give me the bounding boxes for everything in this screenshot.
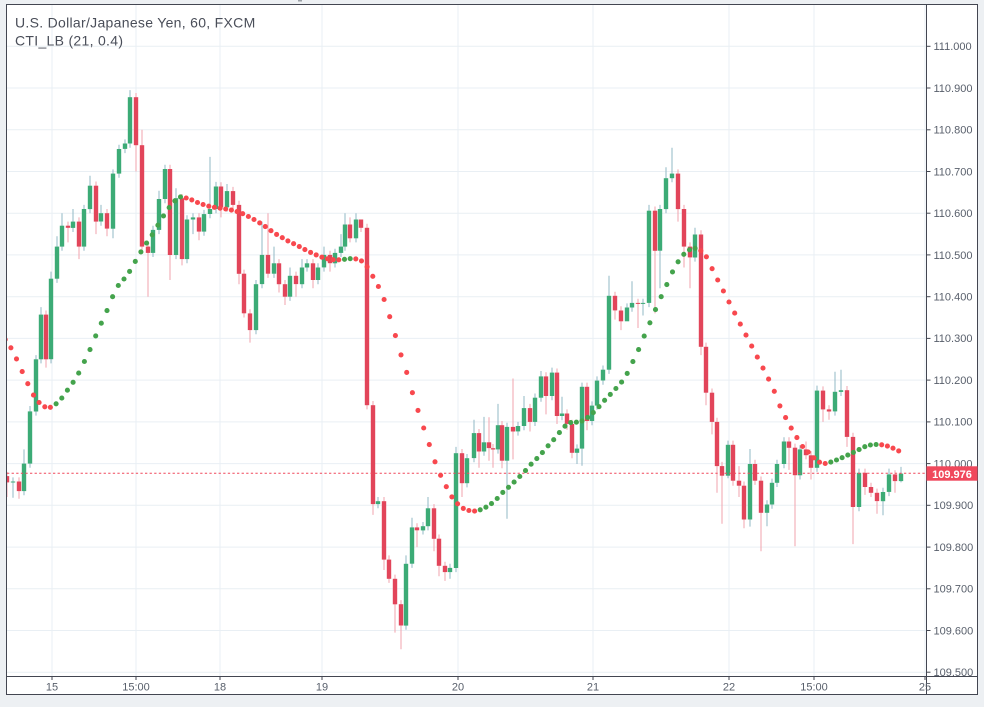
- svg-text:CTI_LB (21, 0.4): CTI_LB (21, 0.4): [15, 33, 123, 49]
- svg-text:15: 15: [46, 682, 58, 694]
- svg-text:18: 18: [214, 682, 226, 694]
- svg-text:109.700: 109.700: [934, 584, 974, 596]
- svg-text:111.000: 111.000: [934, 41, 972, 53]
- svg-text:109.500: 109.500: [934, 667, 974, 679]
- svg-text:25: 25: [919, 682, 931, 694]
- svg-text:15:00: 15:00: [800, 682, 828, 694]
- svg-text:110.900: 110.900: [934, 83, 973, 95]
- svg-text:15:00: 15:00: [122, 682, 150, 694]
- svg-text:110.100: 110.100: [934, 417, 973, 429]
- svg-text:109.600: 109.600: [934, 625, 974, 637]
- svg-text:21: 21: [587, 682, 599, 694]
- svg-text:110.600: 110.600: [934, 208, 973, 220]
- svg-text:20: 20: [452, 682, 464, 694]
- svg-text:U.S. Dollar/Japanese Yen, 60,: U.S. Dollar/Japanese Yen, 60, FXCM: [15, 15, 256, 31]
- svg-text:110.300: 110.300: [934, 333, 973, 345]
- svg-text:19: 19: [316, 682, 328, 694]
- svg-text:109.800: 109.800: [934, 542, 974, 554]
- svg-text:110.800: 110.800: [934, 125, 973, 137]
- svg-text:109.976: 109.976: [932, 469, 972, 481]
- svg-text:110.200: 110.200: [934, 375, 973, 387]
- svg-text:110.400: 110.400: [934, 292, 973, 304]
- svg-text:22: 22: [723, 682, 735, 694]
- svg-text:110.500: 110.500: [934, 250, 973, 262]
- svg-text:110.700: 110.700: [934, 166, 973, 178]
- svg-text:109.900: 109.900: [934, 500, 974, 512]
